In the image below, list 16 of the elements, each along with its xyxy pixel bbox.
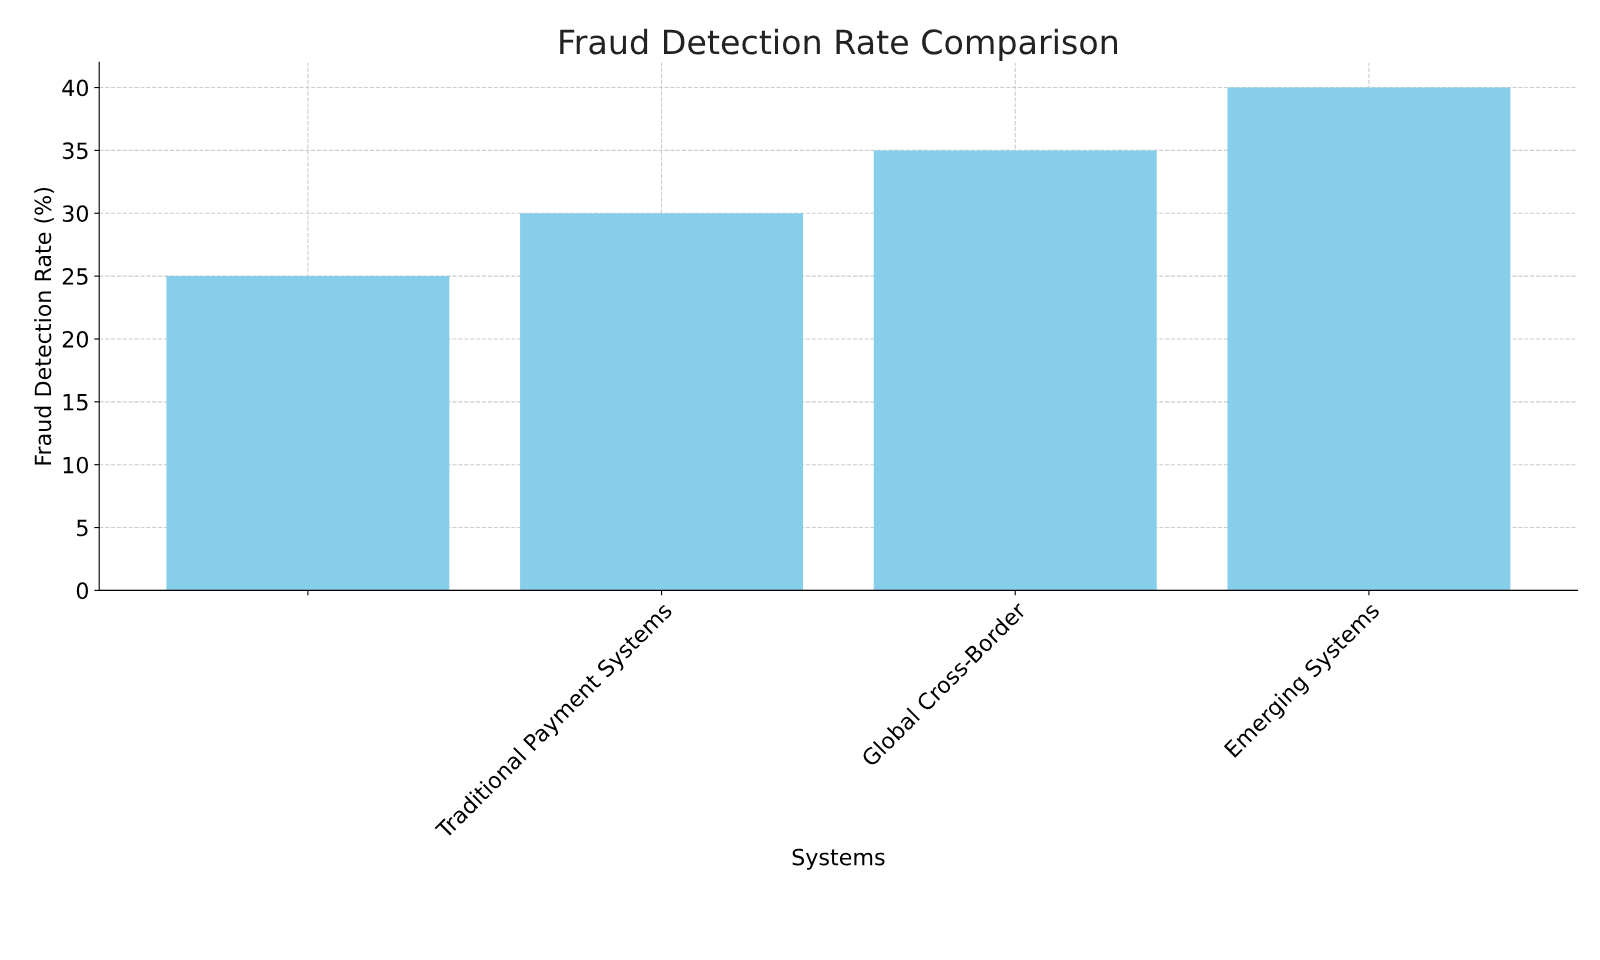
bar — [166, 276, 450, 591]
y-tick-label: 20 — [62, 330, 88, 348]
y-tick-label: 25 — [62, 268, 88, 285]
y-tick-label: 0 — [76, 582, 88, 600]
y-tick-label: 10 — [63, 456, 88, 474]
y-tick-label: 30 — [62, 205, 88, 223]
x-axis-title: Systems — [792, 848, 885, 870]
bar — [1227, 87, 1511, 591]
y-tick-label: 15 — [63, 394, 88, 411]
y-tick-label: 35 — [62, 142, 88, 160]
bar — [873, 150, 1157, 591]
chart-title: Fraud Detection Rate Comparison — [560, 28, 1118, 61]
y-tick-label: 5 — [77, 519, 88, 537]
y-axis-title: Fraud Detection Rate (%) — [34, 187, 54, 465]
bar — [520, 213, 804, 591]
y-tick-label: 40 — [62, 79, 88, 97]
